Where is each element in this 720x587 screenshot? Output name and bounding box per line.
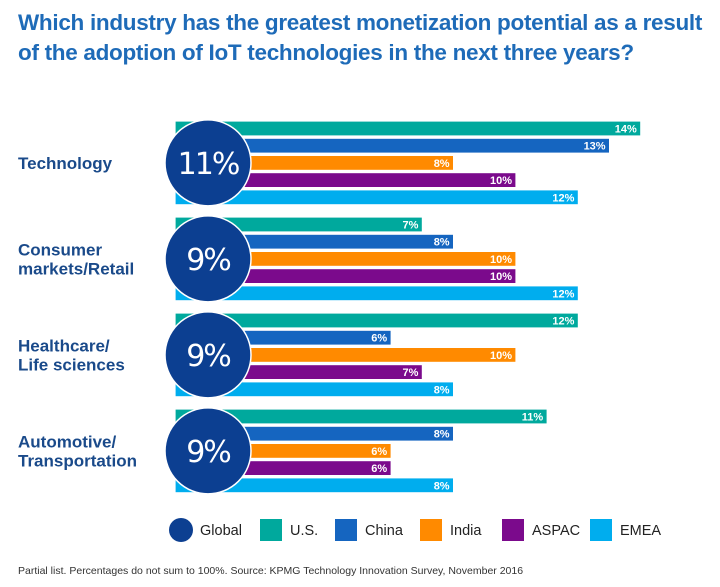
bar-value-label: 6% bbox=[371, 333, 387, 345]
bar-us bbox=[174, 312, 579, 329]
global-circle bbox=[164, 407, 252, 495]
bar-value-label: 10% bbox=[490, 175, 512, 187]
bar-value-label: 8% bbox=[434, 237, 450, 249]
category-group: 14% 13% 8% 10% 12% 11% Technology bbox=[18, 119, 642, 207]
bar-emea bbox=[174, 477, 455, 494]
legend-label-aspac: ASPAC bbox=[532, 523, 580, 539]
category-label: Technology bbox=[18, 154, 113, 173]
legend-swatch-india bbox=[420, 519, 442, 541]
bar-value-label: 8% bbox=[434, 158, 450, 170]
footnote: Partial list. Percentages do not sum to … bbox=[18, 565, 524, 577]
global-value-label: 9% bbox=[186, 339, 230, 374]
bar-value-label: 11% bbox=[522, 412, 544, 424]
global-circle bbox=[164, 311, 252, 399]
global-value-label: 11% bbox=[178, 147, 239, 182]
bar-emea bbox=[174, 381, 455, 398]
legend-swatch-us bbox=[260, 519, 282, 541]
bar-value-label: 12% bbox=[552, 192, 574, 204]
category-label: Healthcare/ bbox=[18, 336, 110, 355]
legend-swatch-emea bbox=[590, 519, 612, 541]
legend-label-global: Global bbox=[200, 523, 242, 539]
bar-value-label: 12% bbox=[552, 316, 574, 328]
legend-label-emea: EMEA bbox=[620, 523, 661, 539]
bar-value-label: 8% bbox=[434, 429, 450, 441]
global-circle bbox=[164, 119, 252, 207]
legend: Global U.S. China India ASPAC EMEA bbox=[169, 518, 661, 542]
bar-value-label: 12% bbox=[552, 288, 574, 300]
bar-value-label: 8% bbox=[434, 384, 450, 396]
legend-label-china: China bbox=[365, 523, 404, 539]
category-label: Transportation bbox=[18, 451, 137, 470]
legend-label-us: U.S. bbox=[290, 523, 318, 539]
bar-value-label: 13% bbox=[584, 141, 606, 153]
category-label: markets/Retail bbox=[18, 259, 134, 278]
global-value-label: 9% bbox=[186, 243, 230, 278]
legend-swatch-global bbox=[169, 518, 193, 542]
legend-swatch-aspac bbox=[502, 519, 524, 541]
bar-emea bbox=[174, 189, 579, 206]
chart-title: Which industry has the greatest monetiza… bbox=[18, 10, 703, 65]
bar-us bbox=[174, 408, 548, 425]
bar-value-label: 7% bbox=[402, 220, 418, 232]
category-label: Automotive/ bbox=[18, 432, 117, 451]
bar-value-label: 7% bbox=[402, 367, 418, 379]
bar-value-label: 6% bbox=[371, 463, 387, 475]
category-group: 11% 8% 6% 6% 8% 9% Automotive/Transportation bbox=[18, 407, 548, 495]
category-label: Life sciences bbox=[18, 355, 125, 374]
category-group: 12% 6% 10% 7% 8% 9% Healthcare/Life sciences bbox=[18, 311, 579, 399]
legend-label-india: India bbox=[450, 523, 482, 539]
global-value-label: 9% bbox=[186, 435, 230, 470]
bar-value-label: 10% bbox=[490, 254, 512, 266]
bar-us bbox=[174, 120, 642, 137]
bar-value-label: 10% bbox=[490, 271, 512, 283]
global-circle bbox=[164, 215, 252, 303]
bar-value-label: 8% bbox=[434, 480, 450, 492]
bar-value-label: 10% bbox=[490, 350, 512, 362]
category-label: Consumer bbox=[18, 240, 102, 259]
bar-emea bbox=[174, 285, 579, 302]
bar-value-label: 14% bbox=[615, 124, 637, 136]
bar-value-label: 6% bbox=[371, 446, 387, 458]
category-groups: 14%13%8%10%12%11%Technology7%8%10%10%12%… bbox=[18, 119, 642, 495]
legend-swatch-china bbox=[335, 519, 357, 541]
